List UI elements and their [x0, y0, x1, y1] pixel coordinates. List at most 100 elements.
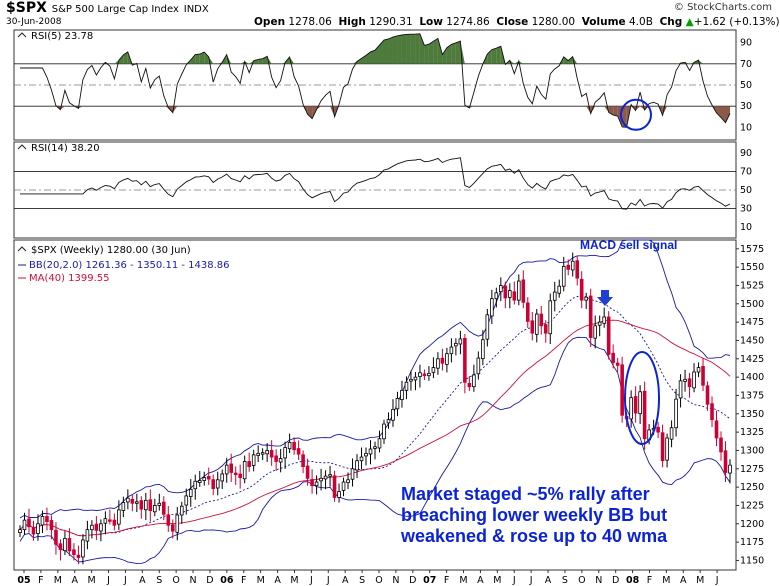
candle-body: [364, 452, 368, 457]
rsi5-overbought-fill: [226, 54, 232, 64]
rsi5-overbought-fill: [428, 41, 434, 64]
candle-body: [660, 432, 665, 462]
x-tick-label: O: [375, 575, 382, 586]
x-tick-label: J: [106, 575, 110, 586]
rsi5-overbought-fill: [424, 44, 429, 64]
annotation-line-1: Market staged ~5% rally after: [401, 484, 650, 504]
candle-body: [597, 321, 602, 326]
candle-body: [485, 314, 490, 340]
candle-body: [543, 324, 548, 334]
candle-body: [265, 450, 269, 455]
candle-body: [49, 520, 54, 531]
candle-body: [436, 358, 440, 369]
rsi5-oversold-fill: [163, 106, 169, 108]
candle-body: [278, 458, 283, 463]
x-tick-label: D: [409, 575, 416, 586]
candle-body: [287, 441, 292, 450]
x-tick-label: A: [342, 575, 349, 586]
volume-value: 4.0B: [629, 16, 653, 28]
rsi5-overbought-fill: [361, 55, 367, 64]
candle-body: [184, 495, 189, 506]
rsi5-overbought-fill: [240, 61, 245, 64]
candle-body: [355, 460, 359, 471]
candle-body: [112, 519, 117, 526]
candle-body: [215, 479, 220, 489]
rsi14-marker-icon: [17, 144, 27, 150]
candle-body: [332, 475, 337, 498]
chg-arrow-icon: ▲: [685, 16, 694, 28]
rsi5-overbought-fill: [446, 44, 452, 64]
candle-body: [296, 448, 301, 455]
candle-body: [99, 523, 103, 532]
candle-body: [368, 448, 373, 455]
x-tick-label: S: [156, 575, 162, 586]
candle-body: [687, 378, 692, 388]
candle-body: [36, 523, 40, 534]
rsi5-oversold-fill: [78, 106, 83, 109]
low-value: 1274.86: [446, 16, 490, 28]
price-tick-label: 1200: [740, 519, 764, 530]
candle-body: [76, 554, 81, 558]
rsi14-tick-label: 90: [740, 148, 752, 159]
candle-body: [683, 378, 687, 382]
candle-body: [27, 518, 31, 528]
candle-body: [611, 352, 615, 363]
rsi5-overbought-fill: [419, 33, 425, 64]
candle-body: [179, 505, 184, 516]
x-tick-label: M: [662, 575, 670, 586]
price-tick-label: 1375: [740, 390, 764, 401]
bb-lower-line: [19, 336, 731, 565]
candle-body: [121, 502, 126, 511]
price-tick-label: 1450: [740, 335, 764, 346]
candle-body: [638, 391, 642, 415]
candle-body: [126, 497, 130, 503]
rsi5-label: RSI(5) 23.78: [31, 31, 93, 42]
candle-body: [588, 295, 593, 338]
ma-legend-label: MA(40) 1399.55: [29, 273, 110, 284]
rsi14-tick-label: 10: [740, 222, 752, 233]
candle-body: [157, 502, 162, 506]
rsi5-overbought-fill: [383, 39, 389, 64]
candle-body: [440, 357, 445, 364]
candle-body: [54, 529, 58, 545]
symbol: $SPX: [6, 0, 47, 16]
candle-body: [45, 516, 49, 523]
candle-body: [85, 529, 90, 542]
x-tick-label: A: [274, 575, 281, 586]
candle-body: [530, 320, 535, 334]
candle-body: [521, 279, 526, 303]
bb-middle-line: [19, 296, 731, 537]
candle-body: [359, 456, 364, 462]
bb-legend-label: BB(20,2.0) 1261.36 - 1350.11 - 1438.86: [29, 260, 230, 271]
quote-bar: Open 1278.06 High 1290.31 Low 1274.86 Cl…: [254, 16, 780, 28]
rsi5-overbought-fill: [406, 34, 411, 64]
candle-body: [458, 338, 463, 345]
candle-body: [346, 479, 350, 483]
candle-body: [665, 437, 669, 461]
rsi5-overbought-fill: [199, 52, 205, 64]
rsi5-tick-label: 90: [740, 38, 752, 49]
candle-body: [251, 454, 256, 466]
candle-body: [557, 285, 562, 294]
price-tick-label: 1475: [740, 317, 764, 328]
chg-label: Chg: [659, 16, 683, 28]
candle-body: [481, 339, 485, 360]
candle-body: [229, 463, 233, 473]
candle-body: [427, 373, 431, 377]
x-tick-label: J: [512, 575, 516, 586]
rsi5-overbought-fill: [392, 35, 398, 64]
candle-body: [534, 313, 539, 335]
candle-body: [377, 438, 382, 449]
rsi14-label: RSI(14) 38.20: [31, 143, 100, 154]
candle-body: [445, 353, 449, 365]
x-tick-label: F: [241, 575, 246, 586]
candle-body: [463, 338, 467, 383]
candle-body: [40, 516, 45, 526]
candle-body: [391, 408, 395, 421]
candle-body: [395, 397, 400, 410]
x-tick-label: M: [54, 575, 62, 586]
high-value: 1290.31: [369, 16, 413, 28]
high-label: High: [338, 16, 366, 28]
x-tick-label: N: [595, 575, 602, 586]
open-value: 1278.06: [288, 16, 332, 28]
